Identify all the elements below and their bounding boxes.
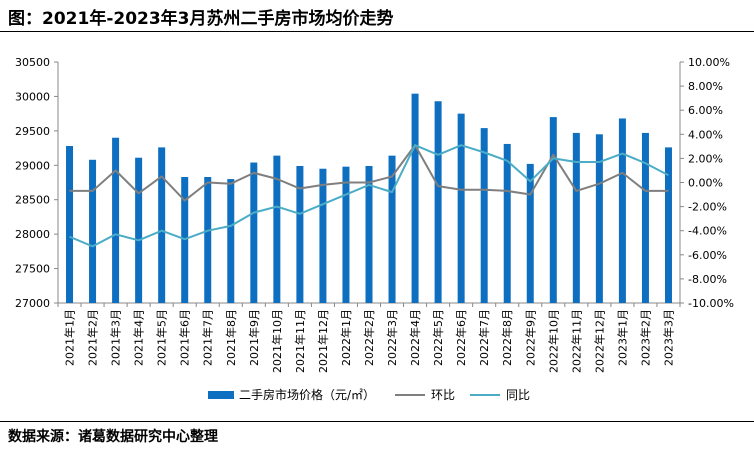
- x-tick-label: 2021年5月: [155, 309, 169, 366]
- left-tick-label: 30500: [15, 56, 50, 69]
- legend-item-yoy-label: 同比: [506, 388, 530, 402]
- price-bar: [273, 155, 281, 303]
- x-tick-label: 2021年6月: [178, 309, 192, 366]
- right-tick-label: 4.00%: [688, 128, 723, 141]
- x-tick-label: 2021年2月: [86, 309, 100, 366]
- x-tick-label: 2022年6月: [454, 309, 468, 366]
- right-tick-label: 2.00%: [688, 152, 723, 165]
- x-tick-label: 2021年4月: [132, 309, 146, 366]
- x-tick-label: 2021年11月: [293, 309, 307, 373]
- right-tick-label: 6.00%: [688, 104, 723, 117]
- price-bar: [549, 117, 557, 303]
- x-tick-label: 2021年3月: [109, 309, 123, 366]
- x-tick-label: 2021年8月: [224, 309, 238, 366]
- right-tick-label: -8.00%: [688, 273, 727, 286]
- price-bar: [641, 132, 649, 303]
- lines-layer: [69, 144, 669, 248]
- price-bar: [664, 147, 672, 303]
- x-tick-label: 2022年1月: [339, 309, 353, 366]
- x-tick-label: 2021年7月: [201, 309, 215, 366]
- price-bar: [227, 179, 235, 303]
- price-bar: [388, 155, 396, 303]
- price-bar: [526, 163, 534, 303]
- left-tick-label: 29500: [15, 125, 50, 138]
- price-bar: [503, 143, 511, 303]
- right-tick-label: -4.00%: [688, 225, 727, 238]
- x-tick-label: 2023年2月: [638, 309, 652, 366]
- bars-layer: [66, 93, 672, 304]
- price-bar: [89, 159, 97, 303]
- legend-item-price-swatch: [208, 391, 234, 399]
- price-bar: [434, 101, 442, 304]
- right-tick-label: 0.00%: [688, 177, 723, 190]
- footer-divider: [0, 421, 754, 422]
- left-tick-label: 27000: [15, 297, 50, 310]
- price-bar: [158, 147, 166, 303]
- price-bar: [618, 118, 626, 303]
- legend-item-price-label: 二手房市场价格（元/㎡）: [239, 387, 375, 402]
- legend: 二手房市场价格（元/㎡） 环比 同比: [208, 387, 530, 402]
- price-bar: [112, 137, 120, 303]
- price-trend-chart: 27000 27500 28000 28500 29000 29500 30000 30500…: [15, 56, 734, 402]
- price-bar: [250, 162, 258, 303]
- legend-item-mom-label: 环比: [431, 388, 455, 402]
- x-tick-label: 2021年12月: [316, 309, 330, 373]
- price-bar: [411, 93, 419, 303]
- left-tick-label: 30000: [15, 90, 50, 103]
- axes-layer: 27000 27500 28000 28500 29000 29500 30000 30500…: [15, 56, 734, 373]
- right-tick-label: -10.00%: [688, 297, 734, 310]
- title-divider: [0, 31, 754, 32]
- x-tick-label: 2021年1月: [63, 309, 77, 366]
- right-tick-label: -6.00%: [688, 249, 727, 262]
- right-tick-label: -2.00%: [688, 201, 727, 214]
- price-bar: [457, 113, 465, 304]
- right-tick-label: 10.00%: [688, 56, 730, 69]
- left-tick-label: 29000: [15, 159, 50, 172]
- price-bar: [296, 165, 304, 303]
- x-tick-label: 2022年4月: [408, 309, 422, 366]
- x-tick-label: 2022年11月: [569, 309, 583, 373]
- price-bar: [66, 146, 74, 303]
- left-tick-label: 28000: [15, 228, 50, 241]
- x-tick-label: 2022年9月: [523, 309, 537, 366]
- x-tick-label: 2022年3月: [385, 309, 399, 366]
- x-tick-label: 2022年12月: [592, 309, 606, 373]
- price-bar: [135, 157, 143, 303]
- price-bar: [365, 165, 373, 303]
- price-bar: [595, 134, 603, 303]
- price-bar: [480, 128, 488, 303]
- price-bar: [342, 166, 350, 303]
- x-tick-label: 2022年10月: [546, 309, 560, 373]
- left-tick-label: 28500: [15, 194, 50, 207]
- right-tick-label: 8.00%: [688, 80, 723, 93]
- x-tick-label: 2022年2月: [362, 309, 376, 366]
- x-tick-label: 2023年1月: [615, 309, 629, 366]
- x-tick-label: 2021年10月: [270, 309, 284, 373]
- x-tick-label: 2021年9月: [247, 309, 261, 366]
- yoy-line: [69, 144, 669, 248]
- price-bar: [319, 168, 327, 303]
- x-tick-label: 2023年3月: [661, 309, 675, 366]
- x-tick-label: 2022年8月: [500, 309, 514, 366]
- x-tick-label: 2022年7月: [477, 309, 491, 366]
- page-title: 图：2021年-2023年3月苏州二手房市场均价走势: [8, 9, 394, 29]
- data-source: 数据来源：诸葛数据研究中心整理: [8, 429, 218, 445]
- price-bar: [572, 132, 580, 303]
- price-bar: [204, 176, 212, 303]
- x-tick-label: 2022年5月: [431, 309, 445, 366]
- left-tick-label: 27500: [15, 263, 50, 276]
- mom-line: [69, 144, 669, 202]
